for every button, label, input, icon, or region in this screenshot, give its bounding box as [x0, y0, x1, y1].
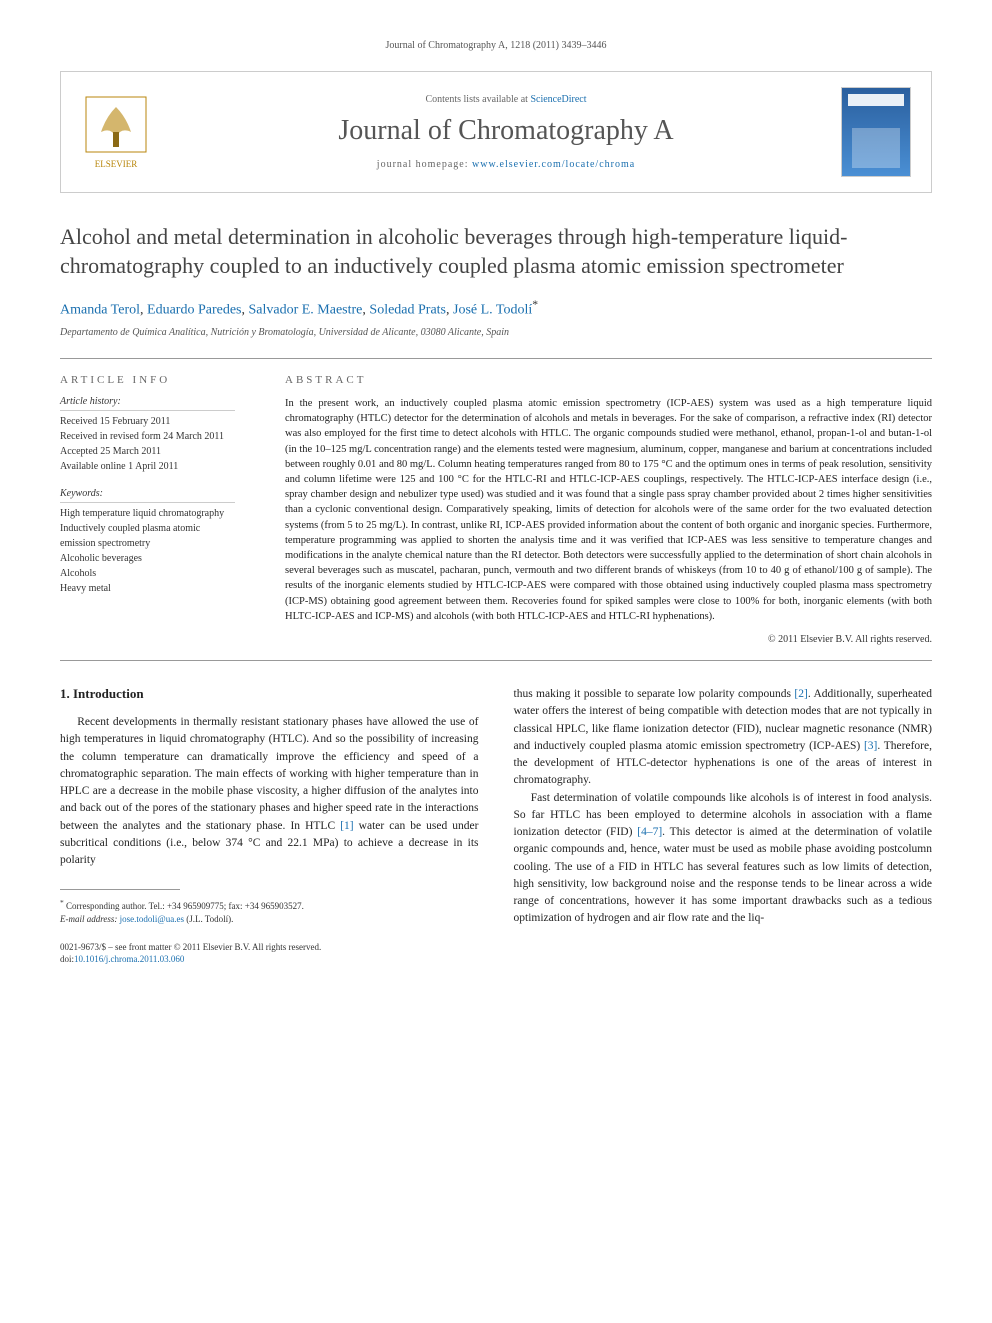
- journal-cover-thumbnail: [841, 87, 911, 177]
- author-link[interactable]: Salvador E. Maestre: [248, 303, 362, 318]
- author-link[interactable]: Eduardo Paredes: [147, 303, 241, 318]
- corresponding-marker: *: [532, 298, 538, 311]
- running-header: Journal of Chromatography A, 1218 (2011)…: [60, 40, 932, 51]
- author-affiliation: Departamento de Química Analítica, Nutri…: [60, 327, 932, 338]
- citation-link[interactable]: [3]: [864, 740, 877, 752]
- citation-link[interactable]: [1]: [340, 820, 353, 832]
- body-paragraph: thus making it possible to separate low …: [514, 686, 933, 790]
- abstract-text: In the present work, an inductively coup…: [285, 396, 932, 624]
- keyword-item: Alcohols: [60, 566, 235, 581]
- history-item: Received 15 February 2011: [60, 414, 235, 429]
- abstract-column: ABSTRACT In the present work, an inducti…: [260, 374, 932, 645]
- masthead-center: Contents lists available at ScienceDirec…: [171, 94, 841, 170]
- history-item: Accepted 25 March 2011: [60, 444, 235, 459]
- citation-text: Journal of Chromatography A, 1218 (2011)…: [386, 40, 607, 51]
- history-item: Received in revised form 24 March 2011: [60, 429, 235, 444]
- elsevier-tree-icon: ELSEVIER: [81, 92, 151, 172]
- citation-link[interactable]: [2]: [794, 688, 807, 700]
- body-right-column: thus making it possible to separate low …: [514, 686, 933, 966]
- doi-link[interactable]: 10.1016/j.chroma.2011.03.060: [74, 954, 184, 964]
- article-info-heading: ARTICLE INFO: [60, 374, 235, 386]
- corresponding-email-link[interactable]: jose.todoli@ua.es: [120, 914, 184, 924]
- keyword-item: High temperature liquid chromatography: [60, 506, 235, 521]
- author-link[interactable]: Amanda Terol: [60, 303, 140, 318]
- journal-name: Journal of Chromatography A: [171, 115, 841, 147]
- article-title: Alcohol and metal determination in alcoh…: [60, 223, 932, 280]
- author-list: Amanda Terol, Eduardo Paredes, Salvador …: [60, 298, 932, 319]
- author-link[interactable]: Soledad Prats: [369, 303, 446, 318]
- body-left-column: 1. Introduction Recent developments in t…: [60, 686, 479, 966]
- elsevier-logo: ELSEVIER: [81, 92, 151, 172]
- section-heading-introduction: 1. Introduction: [60, 686, 479, 702]
- footnote-separator: [60, 889, 180, 890]
- contents-available-line: Contents lists available at ScienceDirec…: [171, 94, 841, 105]
- citation-link[interactable]: [4–7]: [637, 826, 662, 838]
- article-page: Journal of Chromatography A, 1218 (2011)…: [0, 0, 992, 1006]
- body-paragraph: Recent developments in thermally resista…: [60, 714, 479, 869]
- body-paragraph: Fast determination of volatile compounds…: [514, 790, 933, 928]
- abstract-copyright: © 2011 Elsevier B.V. All rights reserved…: [285, 634, 932, 645]
- keyword-item: Inductively coupled plasma atomic emissi…: [60, 521, 235, 551]
- journal-homepage-line: journal homepage: www.elsevier.com/locat…: [171, 159, 841, 170]
- history-label: Article history:: [60, 396, 235, 411]
- history-item: Available online 1 April 2011: [60, 459, 235, 474]
- sciencedirect-link[interactable]: ScienceDirect: [530, 94, 586, 105]
- article-info-column: ARTICLE INFO Article history: Received 1…: [60, 374, 260, 645]
- journal-masthead: ELSEVIER Contents lists available at Sci…: [60, 71, 932, 193]
- keyword-item: Heavy metal: [60, 581, 235, 596]
- keywords-label: Keywords:: [60, 488, 235, 503]
- body-two-column: 1. Introduction Recent developments in t…: [60, 686, 932, 966]
- abstract-heading: ABSTRACT: [285, 374, 932, 386]
- svg-text:ELSEVIER: ELSEVIER: [95, 159, 138, 169]
- journal-homepage-link[interactable]: www.elsevier.com/locate/chroma: [472, 159, 635, 170]
- corresponding-author-footnote: * Corresponding author. Tel.: +34 965909…: [60, 898, 479, 925]
- front-matter-line: 0021-9673/$ – see front matter © 2011 El…: [60, 941, 479, 966]
- author-link[interactable]: José L. Todolí: [453, 303, 532, 318]
- keyword-item: Alcoholic beverages: [60, 551, 235, 566]
- info-abstract-row: ARTICLE INFO Article history: Received 1…: [60, 358, 932, 661]
